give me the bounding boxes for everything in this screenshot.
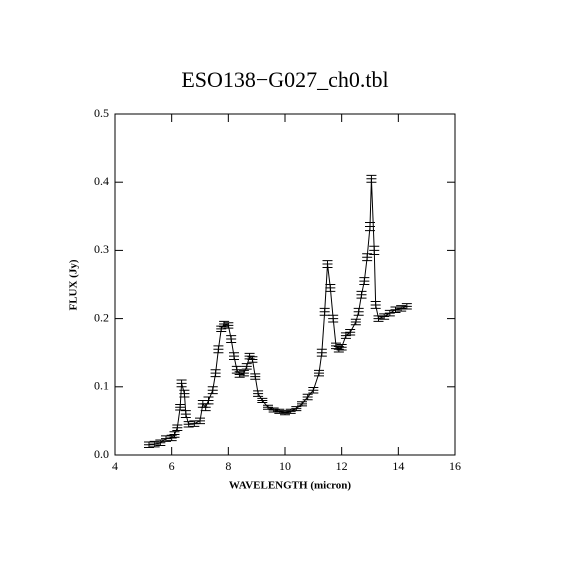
- error-bar: [319, 307, 330, 316]
- error-bar: [189, 420, 200, 427]
- error-bar: [244, 352, 255, 360]
- error-bar: [353, 307, 364, 316]
- error-bar: [247, 356, 258, 363]
- error-bar: [213, 345, 224, 354]
- error-bar: [210, 369, 221, 378]
- error-bar: [314, 369, 324, 377]
- error-bar: [285, 408, 296, 414]
- error-bar: [207, 386, 218, 395]
- error-bar: [373, 315, 384, 322]
- error-bar: [333, 346, 344, 353]
- error-bar: [250, 373, 261, 380]
- error-bar: [180, 410, 191, 418]
- x-tick-label: 12: [336, 459, 348, 473]
- error-bar: [176, 379, 187, 388]
- y-tick-label: 0.5: [94, 106, 109, 120]
- error-bar: [401, 303, 412, 310]
- error-bar: [322, 260, 333, 268]
- error-bar: [231, 365, 242, 374]
- y-tick-label: 0.2: [94, 310, 109, 324]
- error-bar: [390, 306, 401, 313]
- error-bar: [274, 408, 285, 414]
- error-bar: [149, 440, 160, 448]
- error-bar: [369, 245, 380, 255]
- error-bar: [316, 348, 327, 357]
- error-bar: [365, 221, 375, 232]
- error-bar: [302, 393, 313, 401]
- error-bar: [291, 406, 302, 412]
- error-bar: [169, 431, 180, 438]
- x-axis-label: WAVELENGTH (micron): [229, 480, 351, 492]
- error-bar: [229, 352, 239, 361]
- error-bar: [396, 305, 407, 312]
- error-bar: [172, 424, 183, 431]
- error-bar: [263, 404, 273, 410]
- y-tick-label: 0.0: [94, 447, 109, 461]
- y-tick-label: 0.3: [94, 242, 109, 256]
- x-tick-label: 6: [169, 459, 175, 473]
- error-bar: [336, 344, 347, 351]
- error-bar: [241, 363, 252, 370]
- error-bar: [161, 435, 171, 442]
- error-bar: [226, 335, 237, 343]
- error-bar: [195, 417, 205, 425]
- error-bar: [268, 407, 279, 413]
- error-bar: [331, 342, 341, 350]
- error-bar: [155, 439, 166, 446]
- error-bar: [219, 320, 230, 328]
- error-bar: [350, 318, 361, 326]
- error-bar: [362, 253, 373, 262]
- error-bar: [280, 410, 290, 416]
- error-bar: [253, 390, 264, 397]
- data-line: [148, 178, 408, 446]
- error-bar: [200, 403, 211, 412]
- error-bar: [384, 309, 395, 317]
- error-bar: [345, 329, 356, 336]
- error-bar: [379, 313, 390, 320]
- error-bar: [179, 389, 190, 398]
- error-bar: [234, 371, 245, 378]
- chart-title: ESO138−G027_ch0.tbl: [181, 67, 388, 92]
- error-bar: [257, 397, 268, 403]
- error-bar: [223, 322, 234, 329]
- x-tick-label: 16: [449, 459, 461, 473]
- error-bar: [203, 396, 214, 405]
- x-tick-label: 10: [279, 459, 291, 473]
- plot-frame: [114, 113, 456, 456]
- y-axis-label: FLUX (Jy): [68, 259, 80, 310]
- error-bar: [166, 434, 177, 442]
- x-tick-label: 8: [225, 459, 231, 473]
- error-bar: [325, 284, 336, 292]
- error-bar: [366, 174, 377, 183]
- error-bar: [308, 386, 319, 394]
- error-bar: [340, 332, 351, 339]
- error-bar: [370, 301, 381, 309]
- error-bar: [359, 277, 370, 285]
- error-bar: [183, 421, 194, 428]
- y-tick-label: 0.1: [94, 379, 109, 393]
- x-tick-label: 4: [112, 459, 118, 473]
- error-bar: [144, 441, 154, 448]
- error-bar: [356, 290, 367, 299]
- error-bar: [297, 401, 307, 407]
- y-tick-label: 0.4: [94, 174, 109, 188]
- error-bar: [175, 404, 186, 411]
- error-bar: [238, 369, 249, 377]
- error-bar: [216, 325, 227, 333]
- error-bar: [328, 314, 339, 323]
- x-tick-label: 14: [392, 459, 404, 473]
